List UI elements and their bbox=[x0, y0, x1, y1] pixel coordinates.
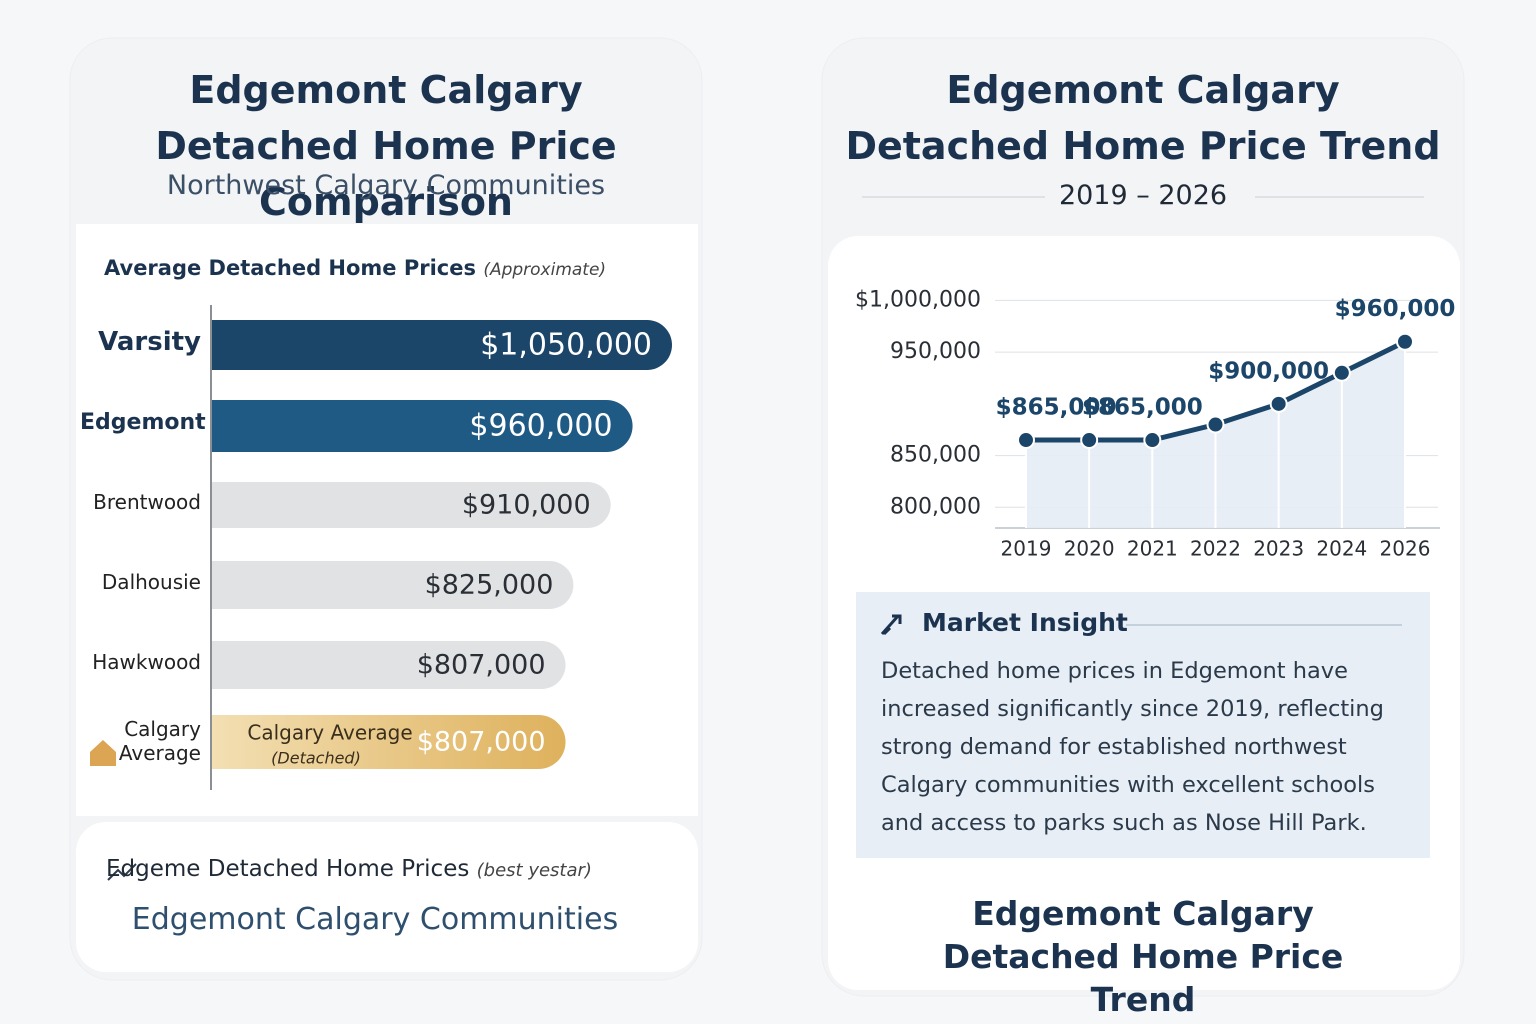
bar bbox=[212, 641, 566, 689]
value-label: $960,000 bbox=[469, 409, 612, 444]
category-label: Calgary Average bbox=[118, 717, 201, 765]
footer-text: Edgeme Detached Home Prices bbox=[106, 856, 470, 882]
category-label: Varsity bbox=[98, 327, 201, 357]
point bbox=[1143, 431, 1162, 450]
bar bbox=[212, 561, 574, 609]
value-label: $865,000 bbox=[996, 395, 1117, 421]
bar bbox=[211, 482, 611, 528]
point bbox=[1206, 415, 1225, 434]
chart-title: Edgemont Calgary Detached Home Price Tren… bbox=[822, 62, 1464, 174]
y-tick-label: 950,000 bbox=[890, 339, 981, 364]
panel bbox=[76, 822, 698, 972]
heading: Average Detached Home Prices (Approximat… bbox=[104, 256, 606, 280]
x-tick-label: 2023 bbox=[1253, 537, 1304, 561]
footer-title: Edgemont Calgary Detached Home Price Tre… bbox=[942, 894, 1344, 1019]
category-label: Edgemont bbox=[80, 410, 206, 435]
insight-box bbox=[856, 592, 1430, 858]
point bbox=[1332, 363, 1351, 382]
bar bbox=[211, 400, 633, 452]
chart-subtitle: Northwest Calgary Communities bbox=[166, 170, 606, 201]
trend-icon bbox=[107, 863, 137, 881]
y-tick-label: $1,000,000 bbox=[855, 287, 981, 312]
value-label: $865,000 bbox=[1082, 395, 1203, 421]
x-tick-label: 2022 bbox=[1190, 537, 1241, 561]
value-label: $807,000 bbox=[417, 650, 546, 681]
chart-subtitle: 2019 – 2026 bbox=[1058, 180, 1228, 211]
category-label: Brentwood bbox=[93, 490, 201, 514]
x-tick-label: 2020 bbox=[1064, 537, 1115, 561]
point bbox=[1080, 431, 1099, 450]
footer-line: Edgeme Detached Home Prices (best yestar… bbox=[106, 856, 592, 882]
point bbox=[1017, 431, 1035, 450]
footer-note: (best yestar) bbox=[476, 860, 592, 881]
value-label: $900,000 bbox=[1208, 358, 1329, 384]
x-tick-label: 2026 bbox=[1380, 537, 1431, 561]
title-line: Detached Home Price Comparison bbox=[155, 124, 617, 224]
category-label: Hawkwood bbox=[92, 650, 201, 674]
x-tick-label: 2024 bbox=[1316, 537, 1367, 561]
inline-note: (Detached) bbox=[271, 749, 361, 768]
inline-label: Calgary Average bbox=[247, 721, 412, 745]
point bbox=[1269, 394, 1288, 413]
heading-text: Average Detached Home Prices bbox=[104, 256, 476, 280]
chart-title: Edgemont Calgary Detached Home Price Comp… bbox=[70, 62, 702, 230]
point bbox=[1396, 332, 1414, 351]
insight-title: Market Insight bbox=[922, 608, 1128, 637]
value-label: $825,000 bbox=[425, 570, 554, 601]
x-tick-label: 2021 bbox=[1127, 537, 1178, 561]
house-icon bbox=[90, 740, 116, 766]
value-label: $1,050,000 bbox=[480, 328, 652, 363]
footer-caption: Edgemont Calgary Communities bbox=[131, 902, 619, 937]
category-label: Dalhousie bbox=[101, 570, 201, 594]
x-tick-label: 2019 bbox=[1001, 537, 1052, 561]
title-line: Edgemont Calgary bbox=[946, 68, 1340, 112]
heading-note: (Approximate) bbox=[483, 260, 607, 280]
trend-icon bbox=[880, 614, 902, 636]
y-tick-label: 800,000 bbox=[890, 494, 981, 519]
y-tick-label: 850,000 bbox=[890, 443, 981, 468]
value-label: $960,000 bbox=[1335, 296, 1456, 322]
bar bbox=[212, 715, 566, 769]
value-label: $807,000 bbox=[417, 727, 546, 758]
value-label: $910,000 bbox=[462, 490, 591, 521]
title-line: Detached Home Price Trend bbox=[845, 124, 1441, 168]
bar bbox=[212, 320, 672, 370]
insight-text: Detached home prices in Edgemont have in… bbox=[881, 658, 1384, 836]
title-line: Edgemont Calgary bbox=[189, 68, 583, 112]
